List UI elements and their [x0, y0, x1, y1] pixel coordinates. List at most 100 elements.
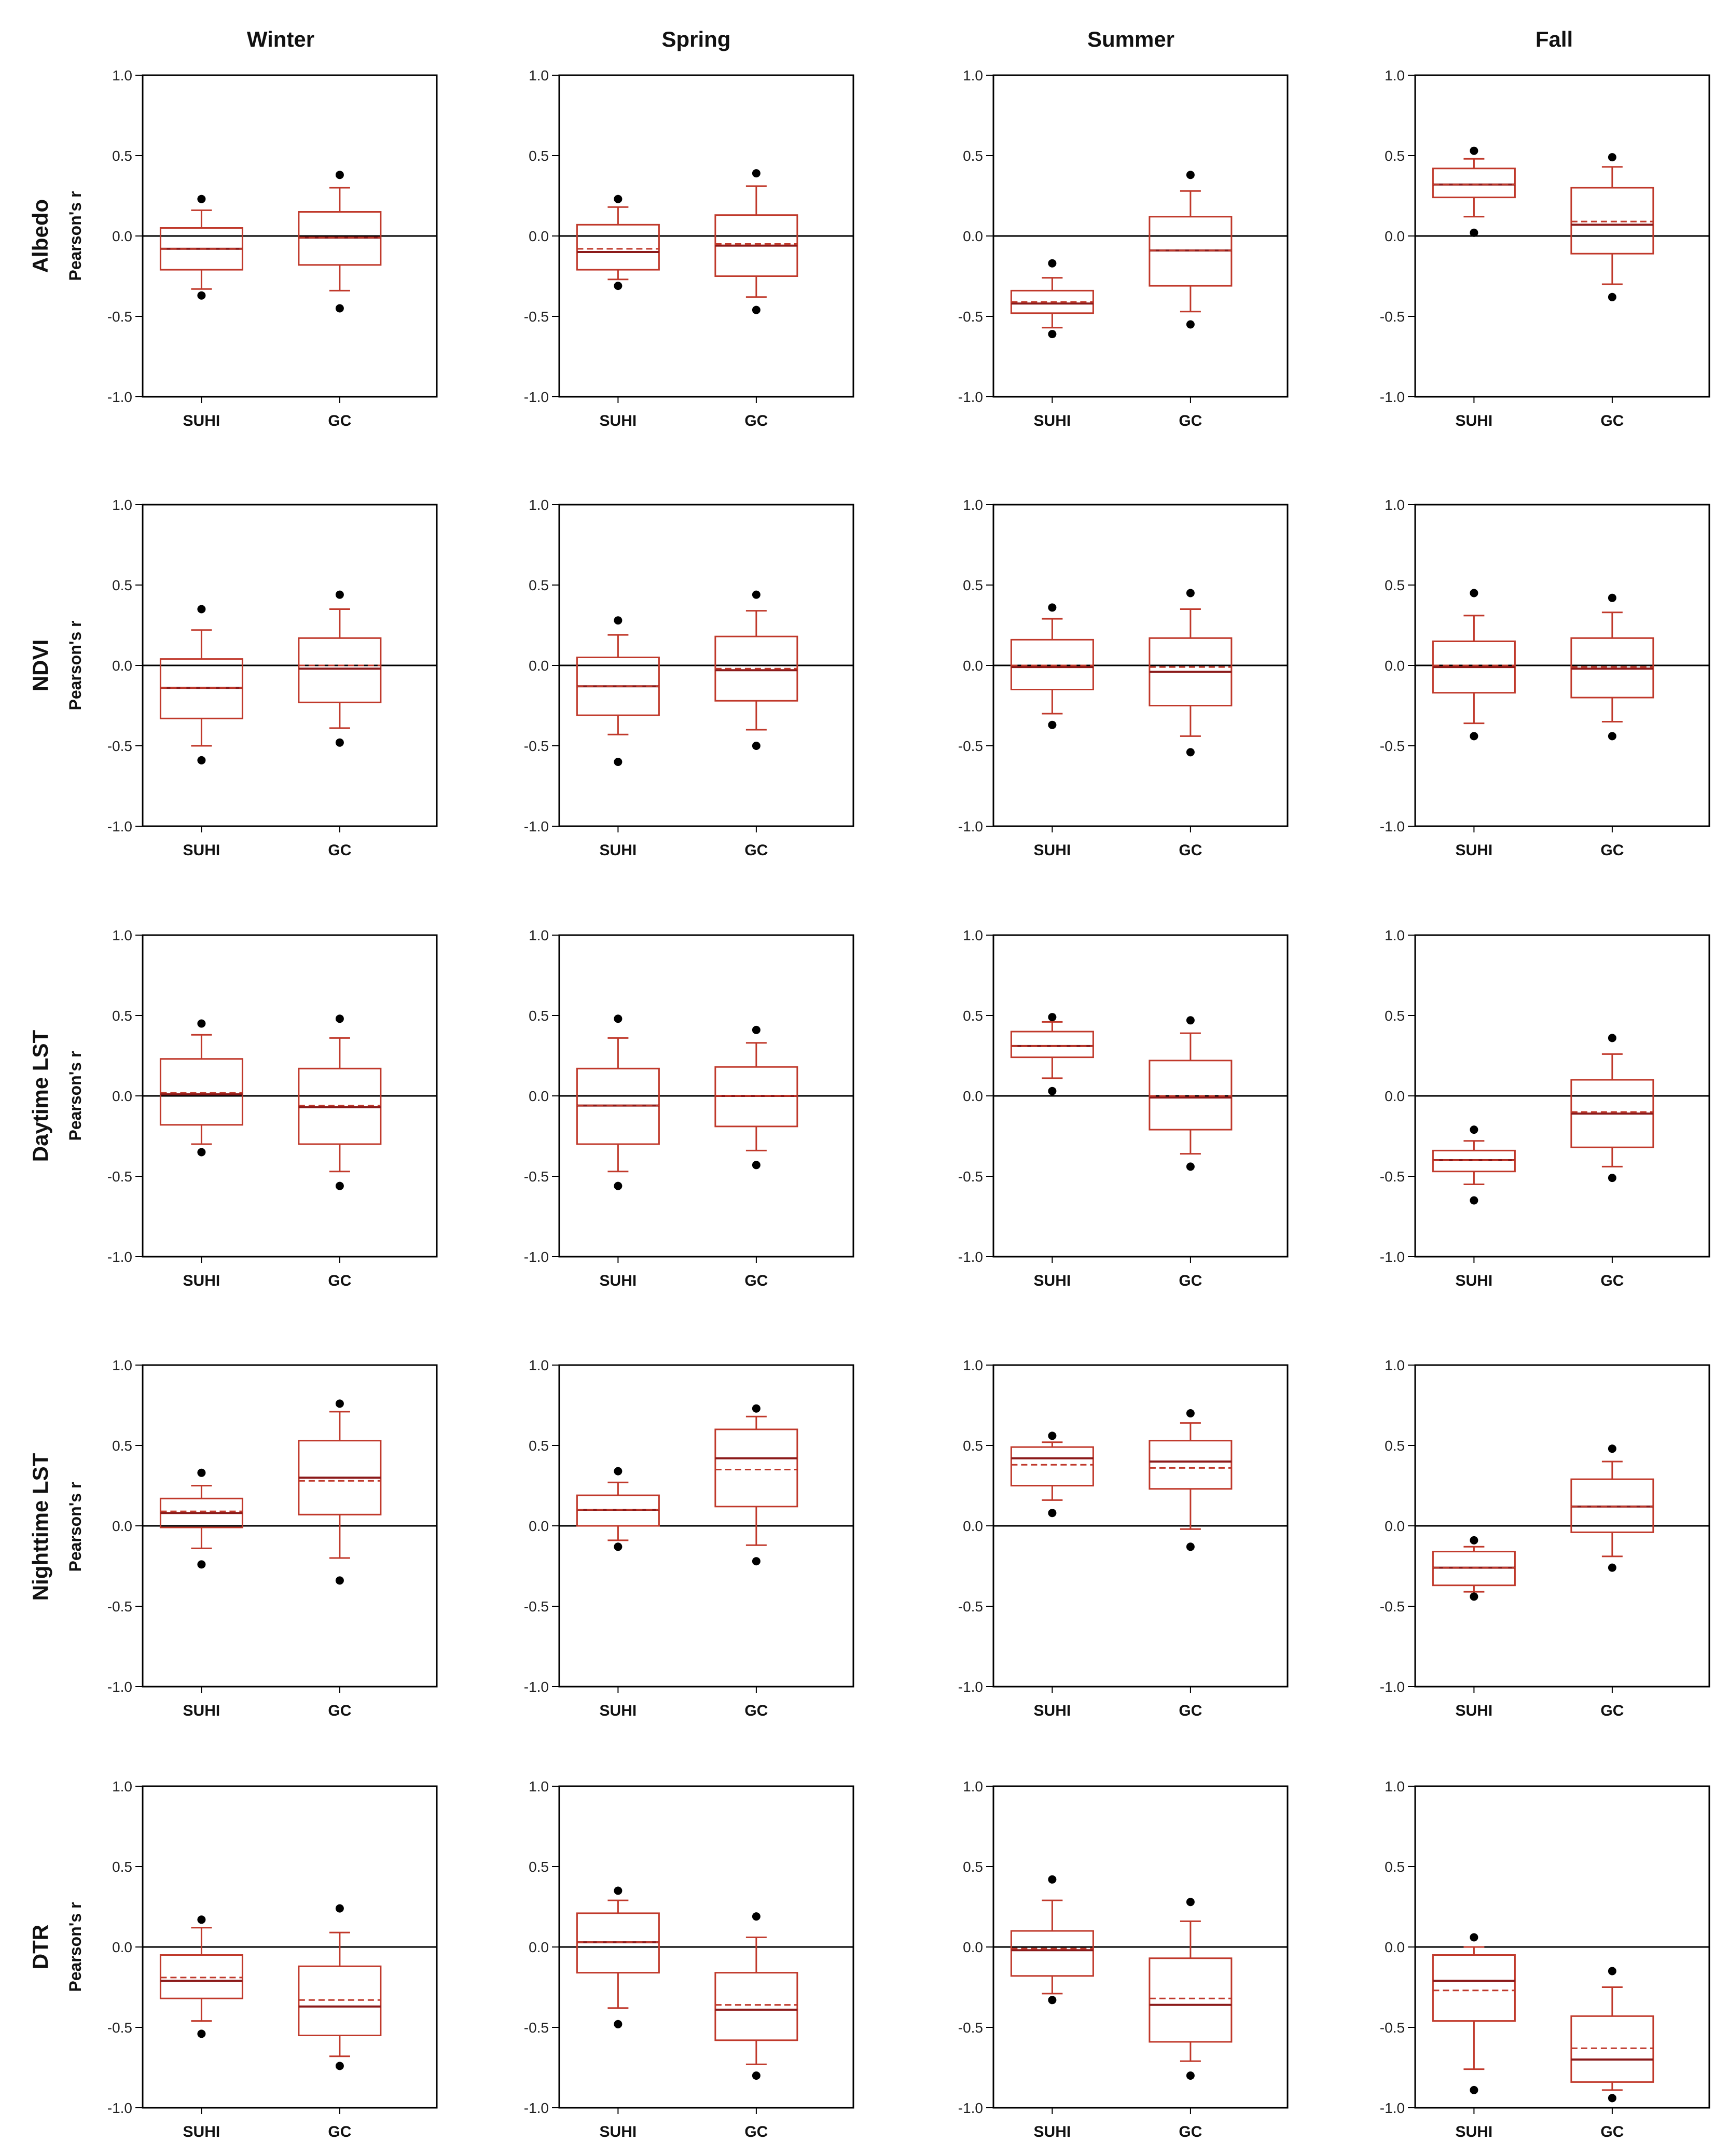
y-tick-label: 0.0	[963, 1088, 983, 1104]
panel-albedo-fall: 1.0 0.5 0.0 -0.5 -1.0 SUHI GC	[1380, 67, 1710, 429]
iqr-box	[1432, 168, 1516, 199]
y-tick-label: -1.0	[524, 1249, 549, 1265]
panel-daytime-lst-winter: 1.0 0.5 0.0 -0.5 -1.0 SUHI GC	[107, 927, 438, 1289]
y-tick-label: -0.5	[107, 1598, 132, 1615]
outlier-point	[1470, 228, 1478, 237]
panel-daytime-lst-summer: 1.0 0.5 0.0 -0.5 -1.0 SUHI GC	[958, 927, 1289, 1289]
y-tick-label: -1.0	[958, 818, 983, 834]
panel-ndvi-fall: 1.0 0.5 0.0 -0.5 -1.0 SUHI GC	[1380, 497, 1710, 859]
outlier-point	[1048, 1996, 1057, 2005]
y-tick-label: 0.5	[1385, 1008, 1405, 1024]
outlier-point	[614, 1542, 623, 1551]
outlier-point	[614, 616, 623, 625]
box-suhi: SUHI	[1432, 1933, 1516, 2140]
category-label-suhi: SUHI	[600, 1272, 637, 1289]
y-tick-label: 0.5	[963, 1438, 983, 1454]
y-tick-label: 1.0	[529, 67, 549, 84]
iqr-box	[298, 1965, 382, 2036]
y-tick-label: 0.5	[1385, 148, 1405, 164]
y-tick-label: 0.0	[529, 1518, 549, 1534]
y-tick-label: 0.5	[529, 1008, 549, 1024]
box-suhi: SUHI	[1432, 1125, 1516, 1289]
y-tick-label: 1.0	[1385, 1778, 1405, 1795]
box-gc: GC	[714, 1025, 798, 1289]
y-tick-label: 1.0	[529, 497, 549, 513]
category-label-gc: GC	[1179, 842, 1202, 859]
y-tick-label: 0.5	[529, 1438, 549, 1454]
box-suhi: SUHI	[1010, 1431, 1094, 1719]
outlier-point	[752, 1404, 760, 1413]
iqr-box	[576, 224, 660, 271]
outlier-point	[197, 1468, 206, 1477]
category-label-suhi: SUHI	[1034, 842, 1071, 859]
row-axis-label-ndvi: Pearson's r	[66, 620, 85, 710]
y-tick-label: 0.5	[963, 1008, 983, 1024]
y-tick-label: 1.0	[112, 927, 132, 943]
outlier-point	[197, 2029, 206, 2038]
outlier-point	[1470, 1125, 1478, 1134]
y-tick-label: 0.5	[529, 1859, 549, 1875]
y-tick-label: -0.5	[958, 309, 983, 325]
category-label-gc: GC	[328, 412, 351, 429]
category-label-suhi: SUHI	[600, 842, 637, 859]
outlier-point	[1608, 1967, 1616, 1976]
row-axis-label-albedo: Pearson's r	[66, 191, 85, 281]
y-tick-label: 0.0	[1385, 1939, 1405, 1955]
y-tick-label: 0.5	[112, 1438, 132, 1454]
box-suhi: SUHI	[576, 1886, 660, 2140]
outlier-point	[197, 756, 206, 764]
y-tick-label: 0.5	[963, 1859, 983, 1875]
row-labels: Albedo Pearson's r NDVI Pearson's r Dayt…	[28, 191, 85, 1992]
y-tick-label: -1.0	[524, 389, 549, 405]
outlier-point	[752, 169, 760, 178]
outlier-point	[1048, 330, 1057, 339]
category-label-suhi: SUHI	[1034, 412, 1071, 429]
iqr-box	[714, 1428, 798, 1508]
box-suhi: SUHI	[1010, 1013, 1094, 1289]
outlier-point	[1608, 732, 1616, 741]
y-tick-label: -0.5	[524, 309, 549, 325]
outlier-point	[197, 1915, 206, 1924]
category-label-gc: GC	[1179, 412, 1202, 429]
column-title-fall: Fall	[1536, 27, 1573, 51]
box-gc: GC	[714, 1912, 798, 2140]
y-tick-label: -0.5	[524, 1598, 549, 1615]
panel-nighttime-lst-spring: 1.0 0.5 0.0 -0.5 -1.0 SUHI GC	[524, 1357, 854, 1719]
outlier-point	[752, 1557, 760, 1566]
box-gc: GC	[714, 169, 798, 429]
y-tick-label: 0.0	[112, 228, 132, 244]
iqr-box	[1010, 638, 1094, 691]
outlier-point	[335, 304, 344, 313]
box-gc: GC	[1149, 589, 1233, 859]
category-label-gc: GC	[328, 842, 351, 859]
iqr-box	[1149, 1060, 1233, 1131]
y-tick-label: 1.0	[1385, 927, 1405, 943]
outlier-point	[1608, 1563, 1616, 1572]
box-suhi: SUHI	[576, 194, 660, 429]
outlier-point	[1048, 1509, 1057, 1518]
box-suhi: SUHI	[1010, 259, 1094, 429]
outlier-point	[614, 1886, 623, 1895]
outlier-point	[614, 1014, 623, 1023]
box-suhi: SUHI	[1010, 1875, 1094, 2140]
outlier-point	[1608, 1444, 1616, 1453]
panel-nighttime-lst-fall: 1.0 0.5 0.0 -0.5 -1.0 SUHI GC	[1380, 1357, 1710, 1719]
outlier-point	[752, 1912, 760, 1921]
y-tick-label: -0.5	[524, 738, 549, 754]
outlier-point	[197, 1560, 206, 1569]
box-gc: GC	[1570, 1444, 1654, 1719]
category-label-suhi: SUHI	[600, 412, 637, 429]
iqr-box	[298, 637, 382, 703]
category-label-suhi: SUHI	[1034, 1702, 1071, 1719]
category-label-gc: GC	[1600, 412, 1624, 429]
outlier-point	[1470, 1933, 1478, 1942]
outlier-point	[335, 1181, 344, 1190]
outlier-point	[1048, 1087, 1057, 1095]
outlier-point	[1048, 720, 1057, 729]
panel-ndvi-summer: 1.0 0.5 0.0 -0.5 -1.0 SUHI GC	[958, 497, 1289, 859]
y-tick-label: 0.5	[1385, 1438, 1405, 1454]
y-tick-label: 1.0	[963, 67, 983, 84]
outlier-point	[752, 1025, 760, 1034]
outlier-point	[335, 590, 344, 599]
